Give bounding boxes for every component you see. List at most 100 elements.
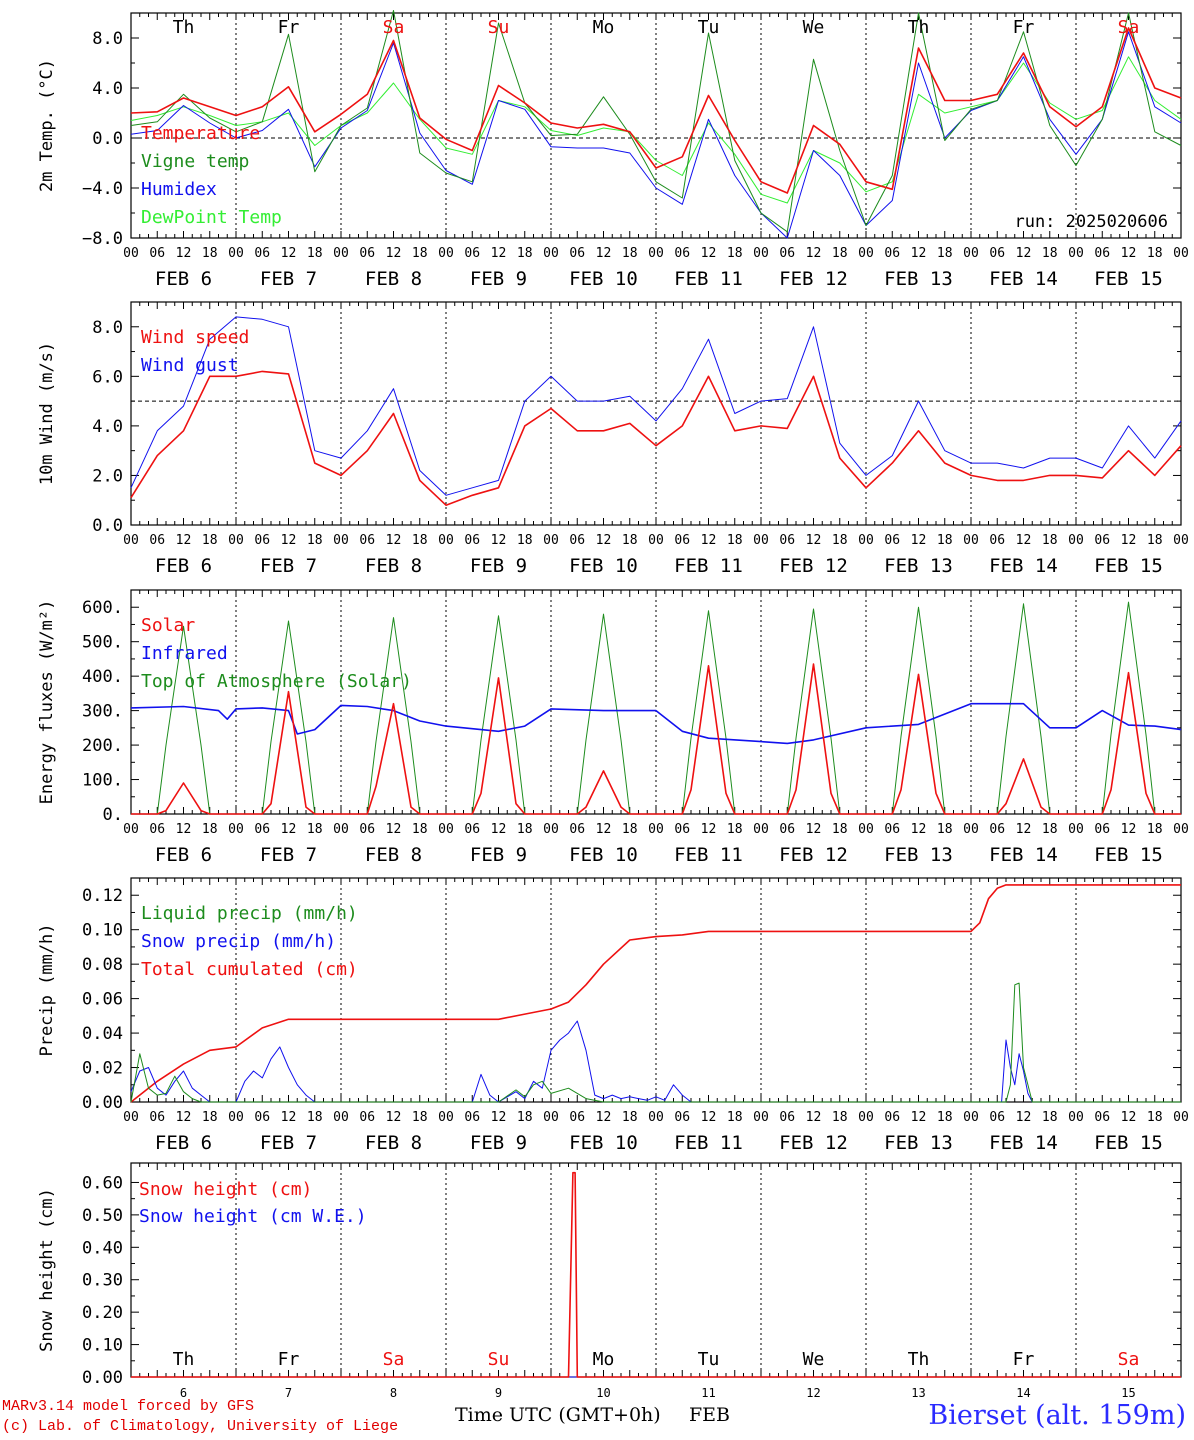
- hour-tick-label: 12: [806, 246, 822, 261]
- series-line-dewpoint-temp: [130, 56, 1182, 204]
- date-label: FEB 7: [260, 555, 317, 577]
- legend-entry: Infrared: [141, 643, 228, 664]
- hour-tick-label: 18: [1147, 533, 1163, 548]
- hour-tick-label: 12: [491, 822, 507, 837]
- hour-tick-label: 06: [779, 533, 795, 548]
- hour-tick-label: 00: [963, 1110, 979, 1125]
- legend-entry: Wind gust: [141, 355, 239, 376]
- legend-entry: Solar: [141, 615, 195, 636]
- hour-tick-label: 12: [491, 1110, 507, 1125]
- hour-tick-label: 18: [307, 1110, 323, 1125]
- day-number-label: 7: [285, 1386, 292, 1400]
- hour-tick-label: 06: [1094, 533, 1110, 548]
- hour-tick-label: 06: [1094, 1110, 1110, 1125]
- xaxis-title: Time UTC (GMT+0h): [455, 1404, 661, 1426]
- hour-tick-label: 12: [806, 822, 822, 837]
- hour-tick-label: 12: [596, 822, 612, 837]
- date-label: FEB 9: [470, 555, 527, 577]
- lab-credit: (c) Lab. of Climatology, University of L…: [2, 1418, 399, 1435]
- series-line-infrared: [130, 702, 1182, 745]
- date-label: FEB 7: [260, 844, 317, 866]
- hour-tick-label: 06: [149, 822, 165, 837]
- station-name: Bierset (alt. 159m): [928, 1400, 1186, 1431]
- series-line-humidex: [130, 31, 1182, 239]
- hour-tick-label: 00: [438, 1110, 454, 1125]
- date-label: FEB 14: [989, 555, 1058, 577]
- y-tick-label: 0.08: [82, 955, 123, 975]
- hour-tick-label: 00: [1173, 533, 1189, 548]
- legend-entry: Wind speed: [141, 327, 249, 348]
- hour-tick-label: 18: [517, 246, 533, 261]
- hour-tick-label: 00: [543, 533, 559, 548]
- date-label: FEB 11: [674, 1132, 743, 1154]
- y-tick-label: 400.: [82, 667, 123, 687]
- legend-entry: Humidex: [141, 179, 217, 200]
- hour-tick-label: 00: [753, 246, 769, 261]
- date-label: FEB 6: [155, 844, 212, 866]
- hour-tick-label: 12: [701, 246, 717, 261]
- day-name-label: Sa: [383, 17, 405, 38]
- hour-tick-label: 00: [543, 246, 559, 261]
- hour-tick-label: 00: [333, 533, 349, 548]
- hour-tick-label: 00: [228, 822, 244, 837]
- hour-tick-label: 18: [622, 533, 638, 548]
- date-label: FEB 11: [674, 268, 743, 290]
- hour-tick-label: 12: [281, 246, 297, 261]
- hour-tick-label: 18: [937, 246, 953, 261]
- day-number-label: 6: [180, 1386, 187, 1400]
- hour-tick-label: 18: [832, 822, 848, 837]
- hour-tick-label: 06: [464, 246, 480, 261]
- y-tick-label: 0.40: [82, 1238, 123, 1258]
- date-label: FEB 6: [155, 268, 212, 290]
- hour-tick-label: 12: [806, 533, 822, 548]
- hour-tick-label: 06: [254, 822, 270, 837]
- day-number-label: 8: [390, 1386, 397, 1400]
- hour-tick-label: 00: [1068, 246, 1084, 261]
- day-name-label: Th: [173, 1349, 195, 1370]
- date-label: FEB 11: [674, 555, 743, 577]
- hour-tick-label: 12: [281, 533, 297, 548]
- hour-tick-label: 18: [202, 246, 218, 261]
- y-axis-label: 2m Temp. (°C): [37, 59, 57, 192]
- y-tick-label: 0.20: [82, 1303, 123, 1323]
- legend-entry: DewPoint Temp: [141, 207, 282, 228]
- date-label: FEB 13: [884, 844, 953, 866]
- hour-tick-label: 18: [1042, 246, 1058, 261]
- hour-tick-label: 06: [989, 533, 1005, 548]
- date-label: FEB 12: [779, 268, 848, 290]
- y-tick-label: 100.: [82, 771, 123, 791]
- hour-tick-label: 18: [622, 822, 638, 837]
- hour-tick-label: 18: [832, 533, 848, 548]
- hour-tick-label: 12: [911, 246, 927, 261]
- hour-tick-label: 18: [517, 822, 533, 837]
- day-name-label: We: [803, 17, 825, 38]
- day-name-label: Tu: [698, 17, 720, 38]
- hour-tick-label: 06: [359, 246, 375, 261]
- hour-tick-label: 12: [176, 533, 192, 548]
- hour-tick-label: 12: [596, 1110, 612, 1125]
- hour-tick-label: 12: [176, 246, 192, 261]
- hour-tick-label: 18: [412, 1110, 428, 1125]
- hour-tick-label: 06: [569, 533, 585, 548]
- hour-tick-label: 18: [1042, 822, 1058, 837]
- hour-tick-label: 06: [674, 246, 690, 261]
- day-name-label: Sa: [1118, 1349, 1140, 1370]
- hour-tick-label: 00: [963, 533, 979, 548]
- y-tick-label: 300.: [82, 702, 123, 722]
- hour-tick-label: 12: [491, 246, 507, 261]
- y-axis-label: 10m Wind (m/s): [37, 342, 57, 485]
- legend-entry: Snow height (cm): [139, 1179, 312, 1200]
- hour-tick-label: 18: [937, 1110, 953, 1125]
- hour-tick-label: 00: [753, 822, 769, 837]
- hour-tick-label: 00: [123, 1110, 139, 1125]
- legend-entry: Total cumulated (cm): [141, 959, 358, 980]
- hour-tick-label: 12: [1016, 533, 1032, 548]
- hour-tick-label: 00: [123, 246, 139, 261]
- hour-tick-label: 18: [412, 822, 428, 837]
- hour-tick-label: 00: [438, 533, 454, 548]
- date-label: FEB 14: [989, 844, 1058, 866]
- hour-tick-label: 18: [937, 533, 953, 548]
- day-name-label: Fr: [278, 1349, 300, 1370]
- hour-tick-label: 00: [858, 1110, 874, 1125]
